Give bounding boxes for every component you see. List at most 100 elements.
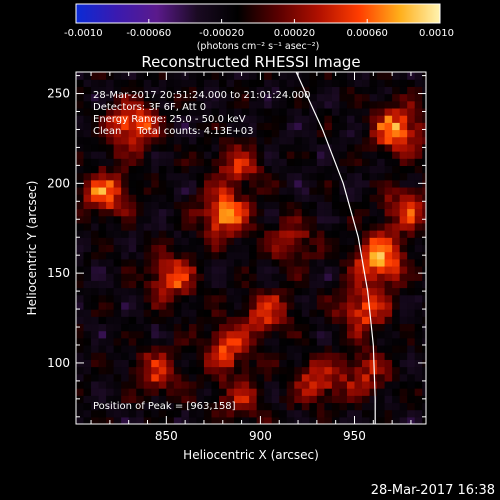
heatmap-pixel <box>83 344 92 353</box>
heatmap-pixel <box>271 301 280 310</box>
heatmap-pixel <box>203 194 213 202</box>
heatmap-pixel <box>286 395 295 404</box>
heatmap-pixel <box>324 309 333 317</box>
heatmap-pixel <box>324 201 333 210</box>
heatmap-pixel <box>151 380 160 389</box>
heatmap-pixel <box>399 309 408 317</box>
heatmap-pixel <box>143 201 152 210</box>
heatmap-pixel <box>121 409 130 418</box>
heatmap-pixel <box>399 194 408 202</box>
heatmap-pixel <box>143 151 152 159</box>
heatmap-pixel <box>91 330 100 339</box>
heatmap-pixel <box>226 395 235 404</box>
heatmap-pixel <box>331 136 341 145</box>
heatmap-pixel <box>249 158 258 166</box>
heatmap-pixel <box>76 330 85 339</box>
heatmap-pixel <box>399 344 408 353</box>
heatmap-pixel <box>301 352 310 360</box>
heatmap-pixel <box>143 136 152 145</box>
heatmap-pixel <box>188 244 198 253</box>
heatmap-pixel <box>151 79 160 87</box>
heatmap-pixel <box>173 316 182 325</box>
heatmap-pixel <box>324 237 333 246</box>
heatmap-pixel <box>422 402 426 411</box>
heatmap-pixel <box>331 215 341 224</box>
heatmap-pixel <box>362 158 371 166</box>
heatmap-pixel <box>234 122 243 131</box>
heatmap-pixel <box>301 115 310 123</box>
heatmap-pixel <box>136 395 145 404</box>
heatmap-pixel <box>399 359 408 368</box>
heatmap-pixel <box>219 100 228 109</box>
heatmap-pixel <box>151 215 160 224</box>
heatmap-pixel <box>422 301 426 310</box>
heatmap-pixel <box>271 237 280 246</box>
heatmap-pixel <box>294 402 303 411</box>
heatmap-pixel <box>113 409 122 418</box>
heatmap-pixel <box>294 172 303 181</box>
heatmap-pixel <box>241 402 250 411</box>
heatmap-pixel <box>264 287 273 296</box>
heatmap-pixel <box>249 86 258 95</box>
heatmap-pixel <box>166 172 175 181</box>
heatmap-pixel <box>166 136 175 145</box>
heatmap-pixel <box>158 301 167 310</box>
heatmap-pixel <box>181 337 190 346</box>
heatmap-pixel <box>226 143 235 152</box>
heatmap-pixel <box>414 416 423 424</box>
heatmap-pixel <box>354 402 363 411</box>
heatmap-pixel <box>392 86 401 95</box>
heatmap-pixel <box>414 344 423 353</box>
heatmap-pixel <box>234 330 243 339</box>
heatmap-pixel <box>301 186 310 195</box>
heatmap-pixel <box>98 287 107 296</box>
heatmap-pixel <box>106 136 115 145</box>
heatmap-pixel <box>76 388 85 396</box>
heatmap-pixel <box>407 265 416 274</box>
heatmap-pixel <box>128 402 137 411</box>
heatmap-pixel <box>166 273 175 281</box>
heatmap-pixel <box>98 373 107 382</box>
heatmap-pixel <box>203 143 213 152</box>
heatmap-pixel <box>384 273 393 281</box>
heatmap-pixel <box>422 344 426 353</box>
heatmap-pixel <box>226 294 235 303</box>
heatmap-pixel <box>301 287 310 296</box>
heatmap-pixel <box>301 122 310 131</box>
heatmap-pixel <box>181 100 190 109</box>
heatmap-pixel <box>339 337 348 346</box>
heatmap-pixel <box>407 316 416 325</box>
heatmap-pixel <box>309 409 318 418</box>
heatmap-pixel <box>166 179 175 188</box>
heatmap-pixel <box>98 172 107 181</box>
heatmap-pixel <box>309 115 318 123</box>
heatmap-pixel <box>219 186 228 195</box>
heatmap-pixel <box>309 136 318 145</box>
heatmap-pixel <box>76 93 85 102</box>
heatmap-pixel <box>211 143 220 152</box>
solar-limb-line <box>295 72 376 424</box>
heatmap-pixel <box>241 373 250 382</box>
heatmap-pixel <box>83 366 92 375</box>
heatmap-pixel <box>226 265 235 274</box>
heatmap-pixel <box>362 86 371 95</box>
heatmap-pixel <box>354 72 363 80</box>
heatmap-pixel <box>256 172 265 181</box>
heatmap-pixel <box>113 323 122 332</box>
heatmap-pixel <box>309 258 318 267</box>
heatmap-pixel <box>113 395 122 404</box>
heatmap-pixel <box>98 316 107 325</box>
heatmap-pixel <box>271 402 280 411</box>
heatmap-pixel <box>98 244 107 253</box>
heatmap-pixel <box>324 330 333 339</box>
heatmap-pixel <box>188 323 198 332</box>
heatmap-pixel <box>256 251 265 260</box>
heatmap-pixel <box>173 122 182 131</box>
heatmap-pixel <box>158 86 167 95</box>
heatmap-pixel <box>249 395 258 404</box>
heatmap-pixel <box>346 79 356 87</box>
heatmap-pixel <box>331 179 341 188</box>
heatmap-pixel <box>346 107 356 116</box>
heatmap-pixel <box>188 373 198 382</box>
heatmap-pixel <box>354 244 363 253</box>
